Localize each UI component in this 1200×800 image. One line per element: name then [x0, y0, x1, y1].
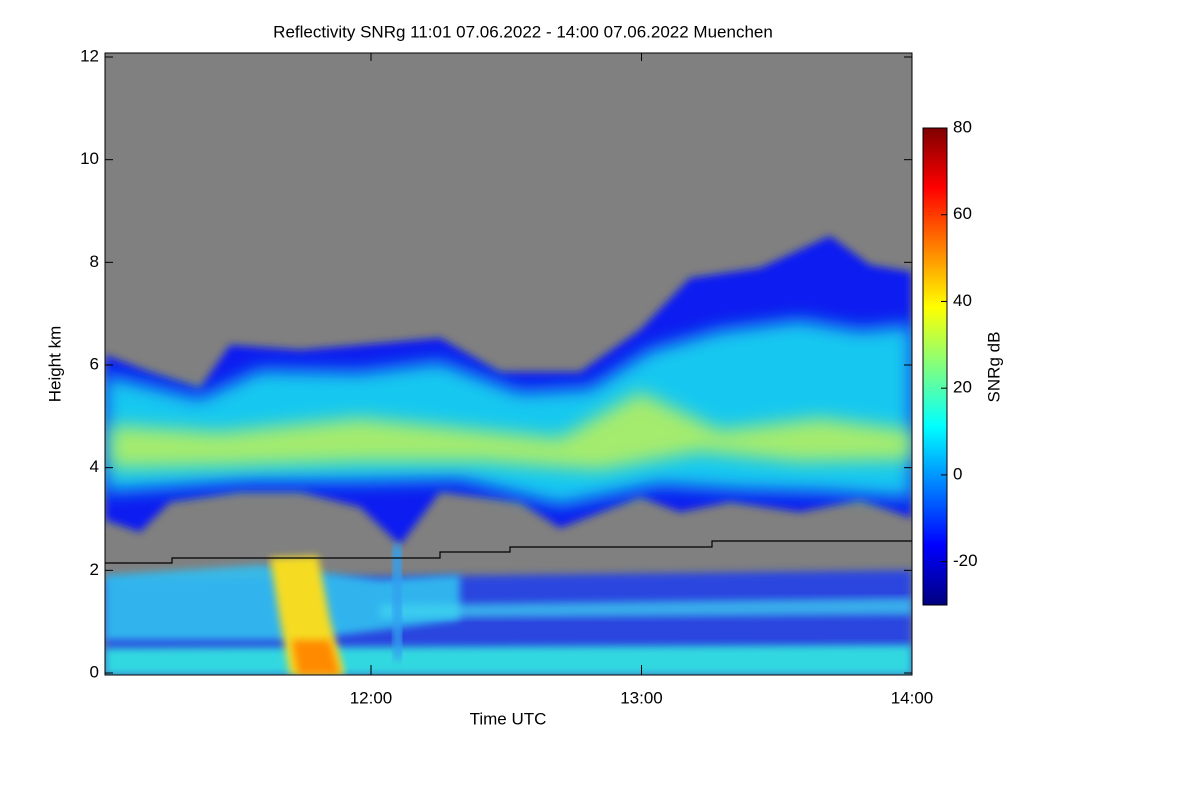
y-tick-label: 12 — [80, 46, 99, 65]
colorbar-tick-label: 60 — [953, 204, 972, 223]
colorbar-tick-label: 20 — [953, 378, 972, 397]
x-axis-label: Time UTC — [470, 709, 547, 728]
colorbar-tick-label: 80 — [953, 117, 972, 136]
colorbar-tick-label: 0 — [953, 464, 962, 483]
y-tick-label: 0 — [90, 662, 99, 681]
x-tick-label: 14:00 — [891, 688, 934, 707]
boundary-line — [105, 540, 912, 564]
y-tick-label: 8 — [90, 252, 99, 271]
colorbar-tick-label: -20 — [953, 551, 978, 570]
y-tick-label: 6 — [90, 354, 99, 373]
colorbar — [922, 127, 948, 606]
chart-title: Reflectivity SNRg 11:01 07.06.2022 - 14:… — [273, 22, 773, 41]
colorbar-tick-label: 40 — [953, 291, 972, 310]
echo-layer — [105, 236, 912, 675]
x-tick-label: 13:00 — [620, 688, 663, 707]
y-axis-label: Height km — [45, 326, 64, 403]
y-tick-label: 4 — [90, 457, 99, 476]
y-tick-label: 2 — [90, 560, 99, 579]
x-tick-label: 12:00 — [350, 688, 393, 707]
plot-frame — [104, 52, 913, 676]
colorbar-label: SNRg dB — [984, 332, 1003, 403]
y-tick-label: 10 — [80, 149, 99, 168]
